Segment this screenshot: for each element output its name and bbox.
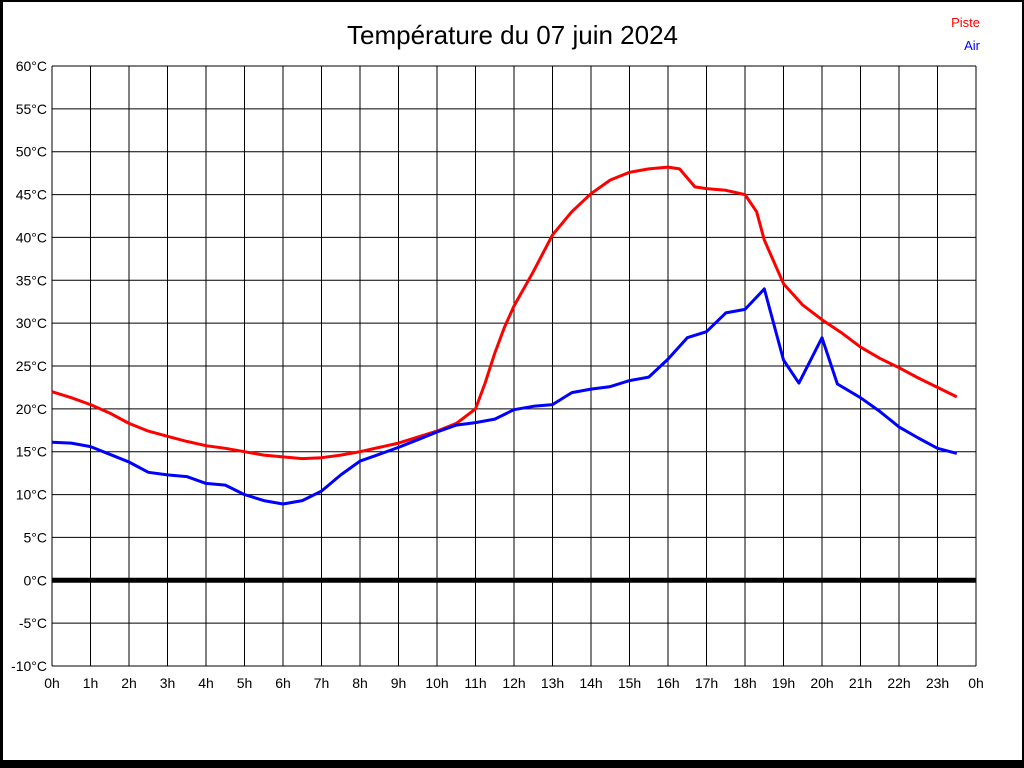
- x-axis-tick-label: 9h: [391, 675, 407, 691]
- x-axis-tick-label: 23h: [926, 675, 949, 691]
- y-axis-tick-label: 25°C: [16, 358, 47, 374]
- x-axis-tick-label: 19h: [772, 675, 795, 691]
- x-axis-tick-label: 13h: [541, 675, 564, 691]
- y-axis-tick-label: -10°C: [11, 658, 47, 674]
- y-axis-tick-label: 10°C: [16, 487, 47, 503]
- x-axis-tick-label: 11h: [464, 675, 486, 691]
- legend-item-piste: Piste: [951, 15, 980, 30]
- y-axis-tick-label: 55°C: [16, 101, 47, 117]
- temperature-line-chart: 60°C 55°C 50°C 45°C 40°C 35°C 30°C 25°C 20°C 15°C…: [11, 58, 984, 691]
- x-axis-tick-label: 21h: [849, 675, 872, 691]
- x-axis-tick-label: 4h: [198, 675, 214, 691]
- x-axis-tick-label: 18h: [733, 675, 756, 691]
- x-axis-tick-label: 15h: [618, 675, 641, 691]
- y-axis-tick-label: 20°C: [16, 401, 47, 417]
- x-axis-tick-label: 0h: [968, 675, 984, 691]
- y-axis-tick-label: 15°C: [16, 444, 47, 460]
- legend-item-air: Air: [964, 38, 980, 53]
- x-axis-tick-label: 5h: [237, 675, 253, 691]
- x-axis-tick-label: 6h: [275, 675, 291, 691]
- x-axis-tick-label: 0h: [44, 675, 60, 691]
- y-axis-tick-label: 50°C: [16, 144, 47, 160]
- x-axis-tick-label: 1h: [83, 675, 99, 691]
- x-axis-tick-label: 8h: [352, 675, 368, 691]
- x-axis-tick-label: 20h: [810, 675, 833, 691]
- y-axis-tick-label: 35°C: [16, 272, 47, 288]
- x-axis-tick-label: 17h: [695, 675, 718, 691]
- x-axis-tick-label: 2h: [121, 675, 137, 691]
- y-axis-tick-label: 5°C: [24, 529, 48, 545]
- x-axis-tick-label: 22h: [887, 675, 910, 691]
- y-axis-tick-label: 30°C: [16, 315, 47, 331]
- chart-title: Température du 07 juin 2024: [346, 20, 678, 50]
- x-axis-tick-label: 12h: [502, 675, 525, 691]
- y-axis-tick-label: 60°C: [16, 58, 47, 74]
- series-line-piste: [51, 165, 958, 461]
- x-axis-tick-label: 14h: [579, 675, 602, 691]
- series-line-air: [51, 287, 958, 506]
- y-axis-tick-label: 0°C: [24, 572, 48, 588]
- x-axis-tick-label: 10h: [425, 675, 448, 691]
- y-axis-tick-label: 45°C: [16, 187, 47, 203]
- x-axis-tick-label: 16h: [656, 675, 679, 691]
- x-axis-tick-label: 3h: [160, 675, 176, 691]
- x-axis-tick-label: 7h: [314, 675, 330, 691]
- y-axis-tick-label: 40°C: [16, 229, 47, 245]
- y-axis-tick-label: -5°C: [19, 615, 47, 631]
